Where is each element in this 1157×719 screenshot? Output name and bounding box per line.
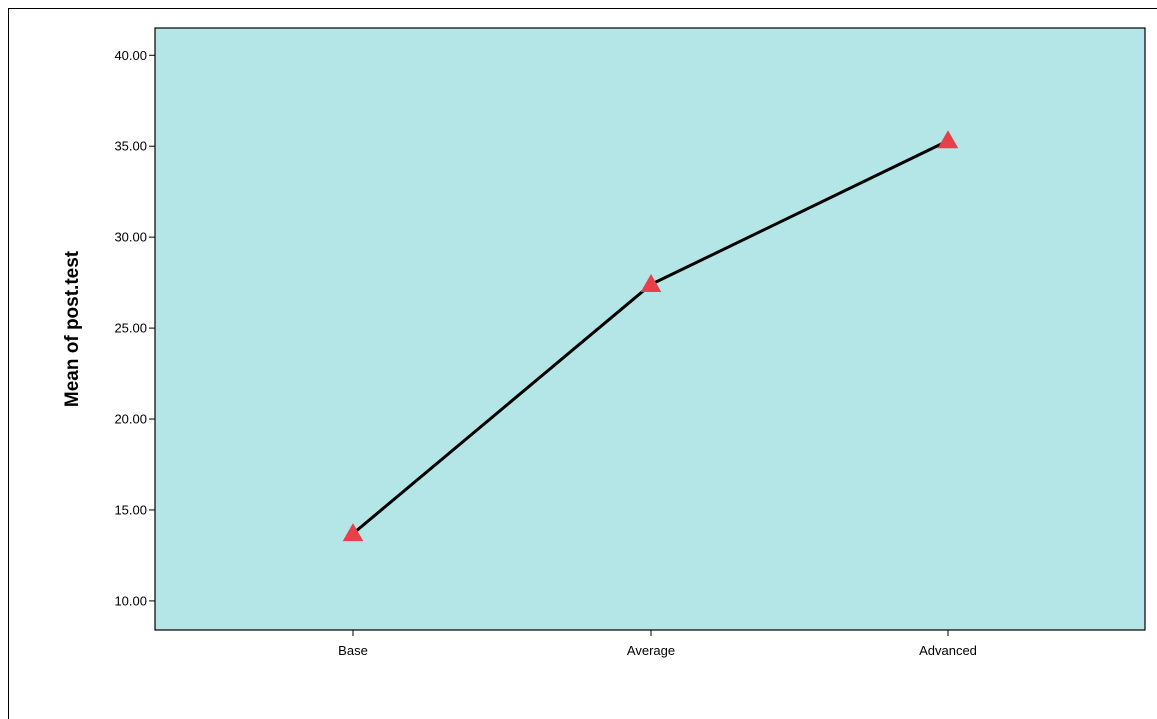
data-point-marker [342, 523, 364, 542]
y-tick-label: 10.00 [114, 593, 147, 608]
data-point-marker [640, 273, 662, 292]
y-tick-label: 30.00 [114, 230, 147, 245]
x-tick-label: Advanced [919, 643, 977, 658]
y-tick-label: 20.00 [114, 412, 147, 427]
y-tick-label: 15.00 [114, 502, 147, 517]
y-tick-label: 35.00 [114, 139, 147, 154]
chart-frame [8, 8, 1157, 719]
y-axis-title: Mean of post.test [62, 250, 83, 407]
x-tick-label: Average [627, 643, 675, 658]
y-axis: 10.00 15.00 20.00 25.00 30.00 35.00 40.00 [114, 48, 155, 608]
y-tick-label: 25.00 [114, 321, 147, 336]
y-tick-label: 40.00 [114, 48, 147, 63]
plot-area [154, 27, 1146, 631]
data-point-marker [937, 130, 959, 149]
x-axis: Base Average Advanced [338, 630, 977, 658]
x-tick-label: Base [338, 643, 368, 658]
data-markers [342, 130, 959, 542]
